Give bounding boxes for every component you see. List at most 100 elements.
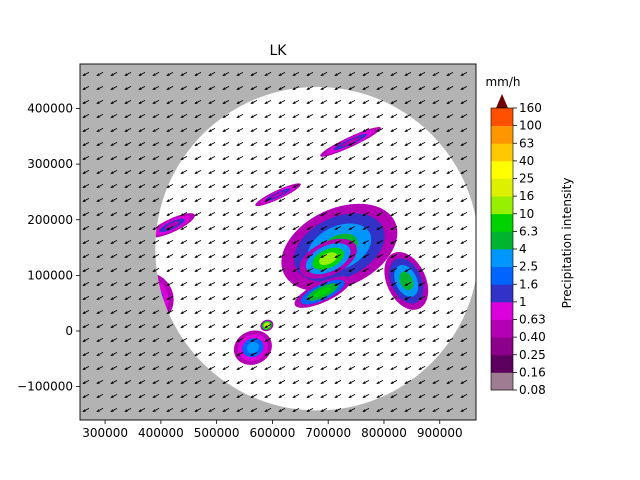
wind-arrow-icon [376,408,384,412]
wind-arrow-icon [96,324,104,328]
wind-arrow-icon [446,156,454,160]
wind-arrow-icon [208,170,216,174]
wind-arrow-icon [264,408,272,412]
wind-arrow-icon [376,100,384,104]
wind-arrow-icon [348,142,356,146]
wind-arrow-icon [180,310,188,314]
wind-arrow-icon [404,170,412,174]
wind-arrow-icon [124,324,132,328]
wind-arrow-icon [194,114,202,118]
wind-arrow-icon [446,324,454,328]
wind-arrow-icon [334,324,342,328]
wind-arrow-icon [334,240,342,244]
wind-arrow-icon [124,184,132,188]
wind-arrow-icon [166,156,174,160]
wind-arrow-icon [432,184,440,188]
wind-arrow-icon [418,282,426,286]
wind-arrow-icon [236,170,244,174]
wind-arrow-icon [138,100,146,104]
wind-arrow-icon [334,198,342,202]
wind-arrow-icon [278,226,286,230]
wind-arrow-icon [264,184,272,188]
wind-arrow-icon [446,240,454,244]
wind-arrow-icon [348,408,356,412]
wind-arrow-icon [152,184,160,188]
wind-arrow-icon [222,296,230,300]
wind-arrow-icon [348,380,356,384]
wind-arrow-icon [236,142,244,146]
wind-arrow-icon [278,170,286,174]
wind-arrow-icon [138,338,146,342]
wind-arrow-icon [208,268,216,272]
wind-arrow-icon [460,296,468,300]
wind-arrow-icon [432,268,440,272]
wind-arrow-icon [348,184,356,188]
wind-arrow-icon [152,268,160,272]
wind-arrow-icon [194,170,202,174]
wind-arrow-icon [362,212,370,216]
precip-region-central-core [299,238,357,279]
wind-arrow-icon [138,226,146,230]
wind-arrow-icon [320,100,328,104]
wind-arrow-icon [236,226,244,230]
wind-arrow-icon [390,254,398,258]
wind-arrow-icon [460,226,468,230]
wind-arrow-icon [334,310,342,314]
wind-arrow-icon [306,366,314,370]
wind-arrow-icon [306,408,314,412]
y-tick-label: 200000 [27,213,73,227]
wind-arrow-icon [82,296,90,300]
wind-arrow-icon [82,212,90,216]
wind-arrow-icon [82,324,90,328]
wind-arrow-icon [82,282,90,286]
wind-arrow-icon [180,240,188,244]
wind-arrow-icon [446,282,454,286]
wind-arrow-icon [166,282,174,286]
wind-arrow-icon [96,114,104,118]
wind-arrow-icon [264,226,272,230]
colorbar-tick-label: 25 [519,172,534,186]
wind-arrow-icon [110,352,118,356]
wind-arrow-icon [306,128,314,132]
wind-arrow-icon [264,114,272,118]
wind-arrow-icon [292,100,300,104]
wind-arrow-icon [348,86,356,90]
colorbar-tick-label: 16 [519,189,534,203]
wind-arrow-icon [348,100,356,104]
wind-arrow-icon [320,142,328,146]
colorbar-segment [491,108,513,127]
wind-arrow-icon [110,240,118,244]
wind-arrow-icon [82,352,90,356]
wind-arrow-icon [152,324,160,328]
wind-arrow-icon [138,268,146,272]
wind-arrow-icon [362,72,370,76]
wind-arrow-icon [208,380,216,384]
wind-arrow-icon [292,240,300,244]
wind-arrow-icon [110,184,118,188]
wind-arrow-icon [390,282,398,286]
wind-arrow-icon [334,72,342,76]
wind-arrow-icon [194,226,202,230]
wind-arrow-icon [222,170,230,174]
wind-arrow-icon [390,296,398,300]
wind-arrow-icon [362,254,370,258]
wind-arrow-icon [404,72,412,76]
wind-arrow-icon [166,170,174,174]
wind-arrow-icon [362,226,370,230]
wind-arrow-icon [292,352,300,356]
wind-arrow-icon [236,198,244,202]
wind-arrow-icon [250,338,258,342]
wind-arrow-icon [166,114,174,118]
wind-arrow-icon [180,184,188,188]
wind-arrow-icon [180,100,188,104]
wind-arrow-icon [250,86,258,90]
wind-arrow-icon [278,254,286,258]
wind-arrow-icon [180,170,188,174]
wind-arrow-icon [110,296,118,300]
wind-arrow-icon [96,408,104,412]
wind-arrow-icon [236,282,244,286]
wind-arrow-icon [306,352,314,356]
wind-arrow-icon [376,72,384,76]
colorbar-tick-label: 0.63 [519,313,546,327]
wind-arrow-icon [194,128,202,132]
